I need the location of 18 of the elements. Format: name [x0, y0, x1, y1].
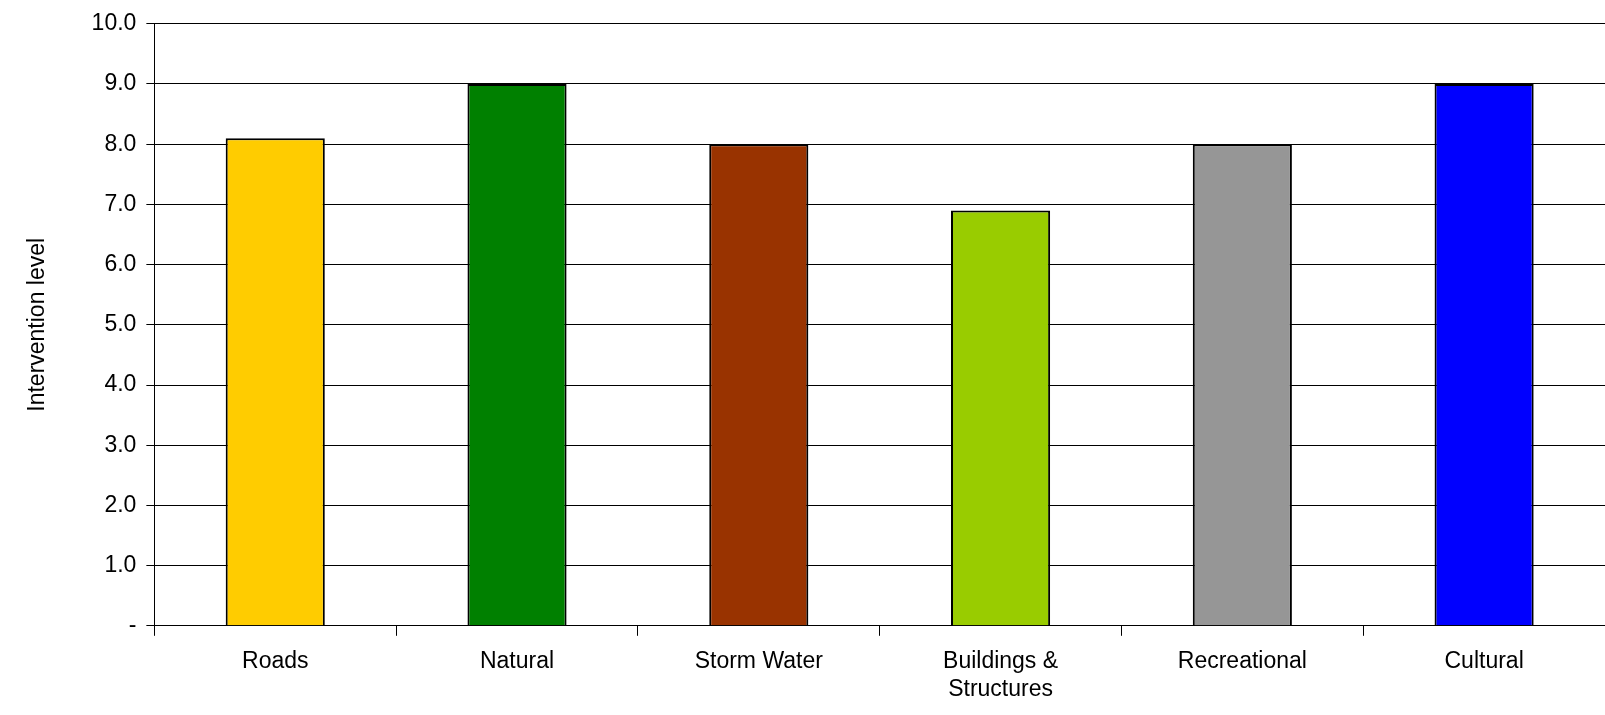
y-tick-label: 5.0: [104, 310, 137, 337]
x-tick-label: Roads: [242, 646, 309, 673]
y-tick-label: 4.0: [104, 370, 137, 397]
x-tick-label: Natural: [479, 646, 555, 673]
y-tick-label: 7.0: [104, 189, 137, 216]
y-tick-label: 3.0: [104, 430, 137, 457]
y-tick-label: 8.0: [104, 129, 137, 156]
y-tick-label: 6.0: [104, 249, 137, 276]
y-tick-label: 2.0: [104, 490, 137, 517]
x-tick-label: Storm Water: [694, 646, 824, 673]
x-tick-label: Cultural: [1444, 646, 1524, 673]
x-tick-label: Recreational: [1177, 646, 1307, 673]
y-tick-label: 1.0: [104, 550, 137, 577]
y-tick-label: 9.0: [104, 69, 137, 96]
y-tick-label: -: [128, 611, 137, 638]
y-tick-label: 10.0: [91, 9, 137, 36]
x-tick-label: Buildings & Structures: [943, 646, 1059, 701]
y-axis-title: Intervention level: [23, 237, 50, 412]
